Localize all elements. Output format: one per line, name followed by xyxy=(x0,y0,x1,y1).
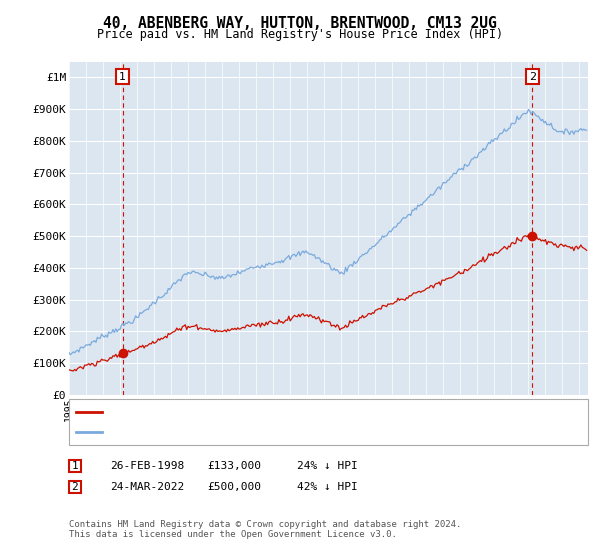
Text: 2: 2 xyxy=(529,72,536,82)
Text: 40, ABENBERG WAY, HUTTON, BRENTWOOD, CM13 2UG: 40, ABENBERG WAY, HUTTON, BRENTWOOD, CM1… xyxy=(103,16,497,31)
Text: Contains HM Land Registry data © Crown copyright and database right 2024.
This d: Contains HM Land Registry data © Crown c… xyxy=(69,520,461,539)
Text: HPI: Average price, detached house, Brentwood: HPI: Average price, detached house, Bren… xyxy=(107,427,377,437)
Text: 1: 1 xyxy=(119,72,126,82)
Text: 24% ↓ HPI: 24% ↓ HPI xyxy=(297,461,358,471)
Text: 2: 2 xyxy=(71,482,79,492)
Text: 24-MAR-2022: 24-MAR-2022 xyxy=(110,482,184,492)
Text: 40, ABENBERG WAY, HUTTON, BRENTWOOD, CM13 2UG (detached house): 40, ABENBERG WAY, HUTTON, BRENTWOOD, CM1… xyxy=(107,407,479,417)
Text: 26-FEB-1998: 26-FEB-1998 xyxy=(110,461,184,471)
Text: 42% ↓ HPI: 42% ↓ HPI xyxy=(297,482,358,492)
Text: £500,000: £500,000 xyxy=(207,482,261,492)
Text: Price paid vs. HM Land Registry's House Price Index (HPI): Price paid vs. HM Land Registry's House … xyxy=(97,28,503,41)
Text: 1: 1 xyxy=(71,461,79,471)
Text: £133,000: £133,000 xyxy=(207,461,261,471)
